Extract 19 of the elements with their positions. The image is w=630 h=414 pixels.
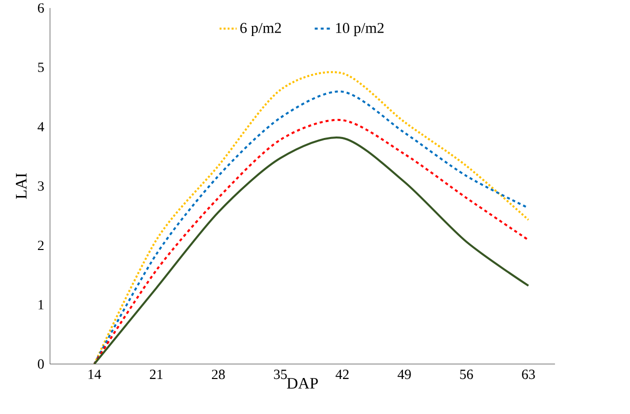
x-axis-title: DAP (286, 378, 318, 389)
y-tick-label: 0 (38, 359, 44, 369)
x-tick-label: 49 (398, 370, 411, 380)
x-tick-label: 56 (460, 370, 473, 380)
y-tick-label: 1 (38, 300, 44, 310)
x-tick-label: 63 (522, 370, 535, 380)
y-tick-label: 5 (38, 62, 44, 72)
legend-label: 10 p/m2 (336, 22, 384, 36)
x-tick-label: 42 (336, 370, 349, 379)
y-tick-label: 3 (38, 181, 44, 191)
y-tick-label: 4 (38, 122, 44, 132)
x-tick-label: 35 (274, 370, 287, 380)
y-tick-label: 2 (38, 240, 44, 250)
x-tick-label: 28 (212, 370, 225, 380)
legend-label: 6 p/m2 (240, 22, 281, 36)
y-tick-label: 6 (38, 3, 44, 13)
x-tick-label: 14 (88, 370, 102, 379)
y-axis-title: LAI (16, 173, 26, 199)
x-tick-label: 21 (150, 370, 162, 379)
